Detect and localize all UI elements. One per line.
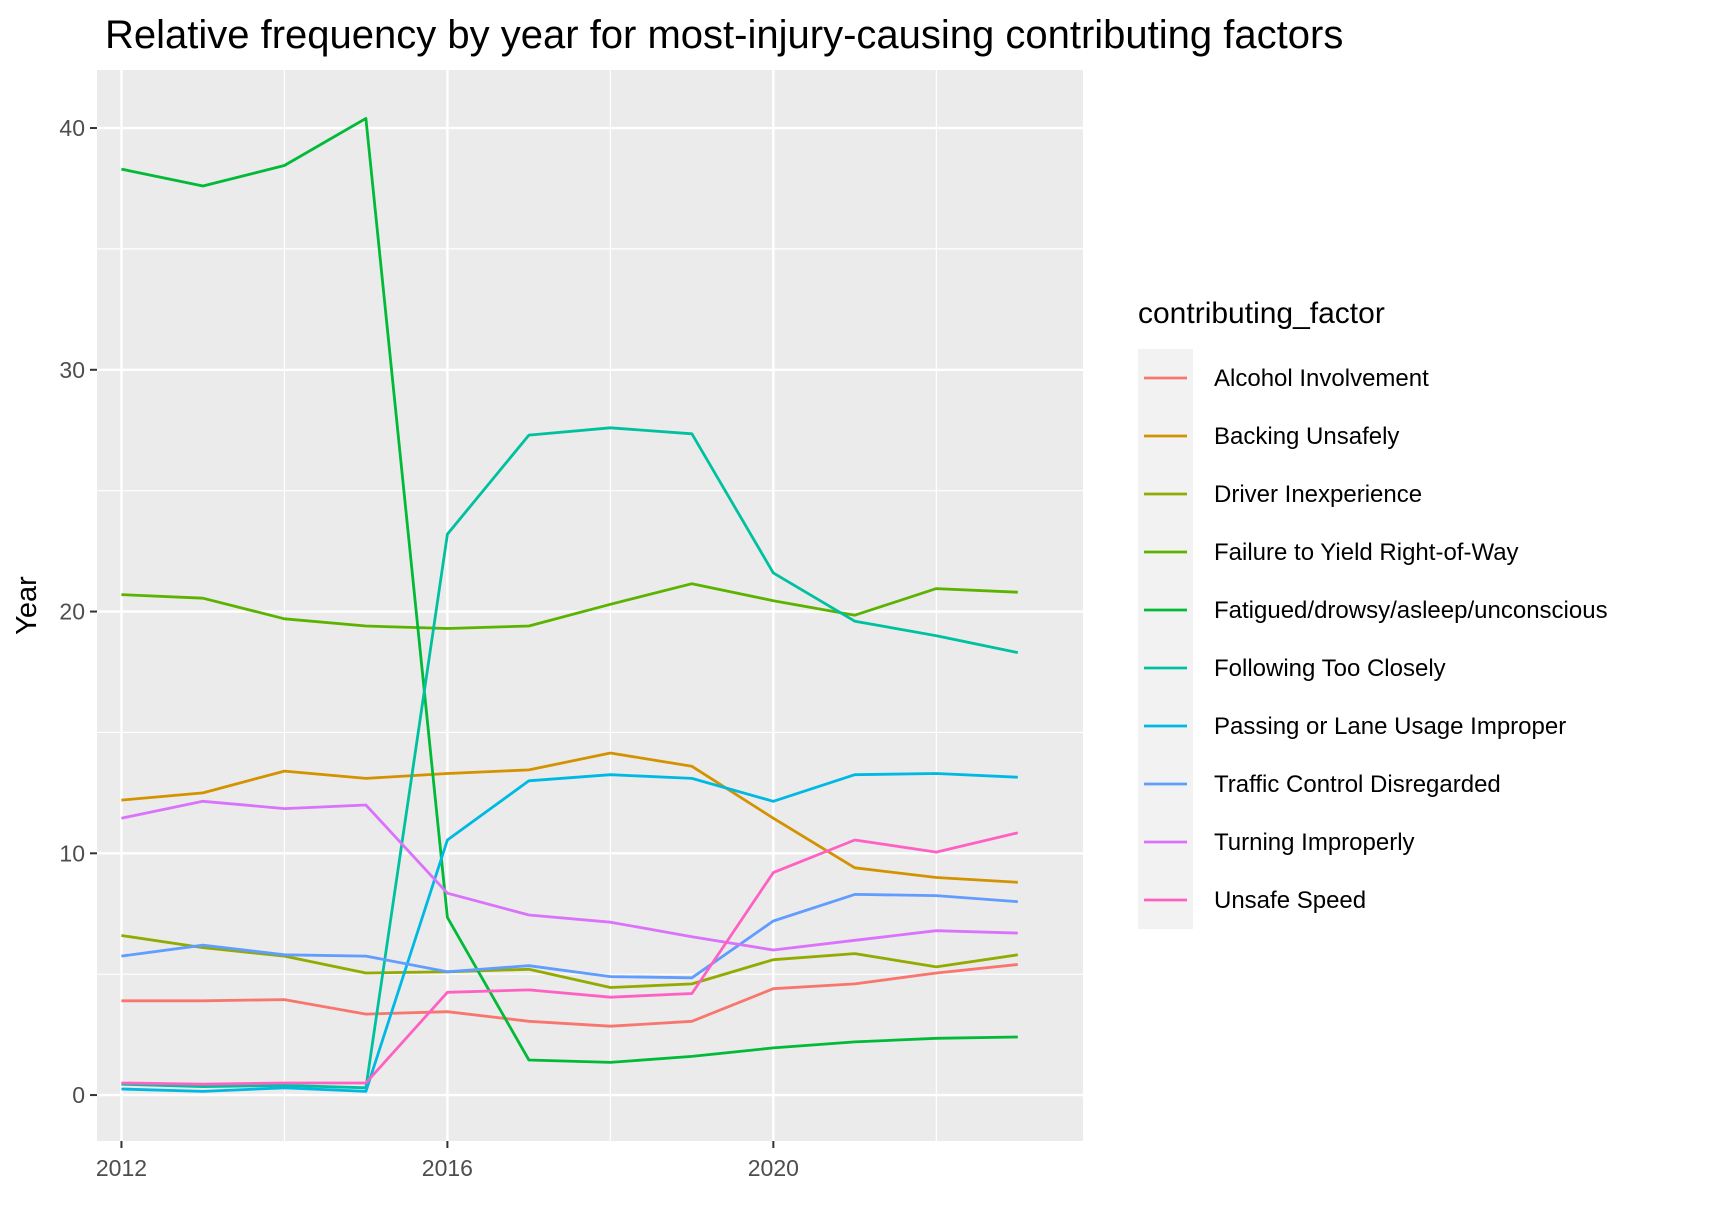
legend-keys-background bbox=[1138, 349, 1193, 929]
legend-label-following-too-closely: Following Too Closely bbox=[1214, 655, 1446, 682]
y-axis-label: Year bbox=[11, 576, 43, 635]
series-line-unsafe-speed bbox=[121, 831, 1019, 1086]
x-tick-label: 2012 bbox=[96, 1155, 147, 1181]
legend: contributing_factor Alcohol Involvement B… bbox=[1138, 297, 1608, 929]
series-line-following-too-closely bbox=[121, 426, 1019, 1090]
chart-title: Relative frequency by year for most-inju… bbox=[105, 13, 1343, 57]
x-tick-label: 2016 bbox=[422, 1155, 473, 1181]
x-axis: 2012 2016 2020 bbox=[96, 1141, 799, 1181]
legend-items: Alcohol Involvement Backing Unsafely Drive… bbox=[1144, 365, 1608, 914]
legend-title: contributing_factor bbox=[1138, 297, 1385, 330]
legend-label-failure-to-yield-right-of-way: Failure to Yield Right-of-Way bbox=[1214, 539, 1519, 566]
series-lines bbox=[121, 117, 1019, 1093]
series-line-traffic-control-disregarded bbox=[121, 893, 1018, 980]
series-line-driver-inexperience bbox=[121, 934, 1019, 989]
series-line-fatigued-drowsy-asleep-unconscious bbox=[121, 117, 1018, 1064]
x-tick-label: 2020 bbox=[748, 1155, 799, 1181]
legend-label-unsafe-speed: Unsafe Speed bbox=[1214, 887, 1366, 914]
legend-label-driver-inexperience: Driver Inexperience bbox=[1214, 481, 1422, 508]
y-tick-label: 10 bbox=[59, 840, 85, 866]
legend-label-turning-improperly: Turning Improperly bbox=[1214, 829, 1415, 856]
legend-label-passing-or-lane-usage-improper: Passing or Lane Usage Improper bbox=[1214, 713, 1566, 740]
y-tick-label: 30 bbox=[59, 357, 85, 383]
y-tick-label: 20 bbox=[59, 599, 85, 625]
y-axis: 0 10 20 30 40 bbox=[59, 115, 97, 1108]
legend-label-fatigued-drowsy-asleep-unconscious: Fatigued/drowsy/asleep/unconscious bbox=[1214, 597, 1608, 624]
series-line-backing-unsafely bbox=[121, 751, 1018, 884]
major-gridlines bbox=[97, 70, 1083, 1141]
series-line-failure-to-yield-right-of-way bbox=[121, 582, 1018, 630]
series-line-alcohol-involvement bbox=[121, 963, 1018, 1028]
series-line-turning-improperly bbox=[121, 799, 1018, 952]
legend-label-backing-unsafely: Backing Unsafely bbox=[1214, 423, 1399, 450]
y-tick-label: 0 bbox=[72, 1082, 85, 1108]
plot-panel bbox=[97, 70, 1083, 1141]
y-tick-label: 40 bbox=[59, 115, 85, 141]
legend-label-traffic-control-disregarded: Traffic Control Disregarded bbox=[1214, 771, 1501, 798]
legend-label-alcohol-involvement: Alcohol Involvement bbox=[1214, 365, 1429, 392]
series-line-passing-or-lane-usage-improper bbox=[121, 772, 1018, 1093]
